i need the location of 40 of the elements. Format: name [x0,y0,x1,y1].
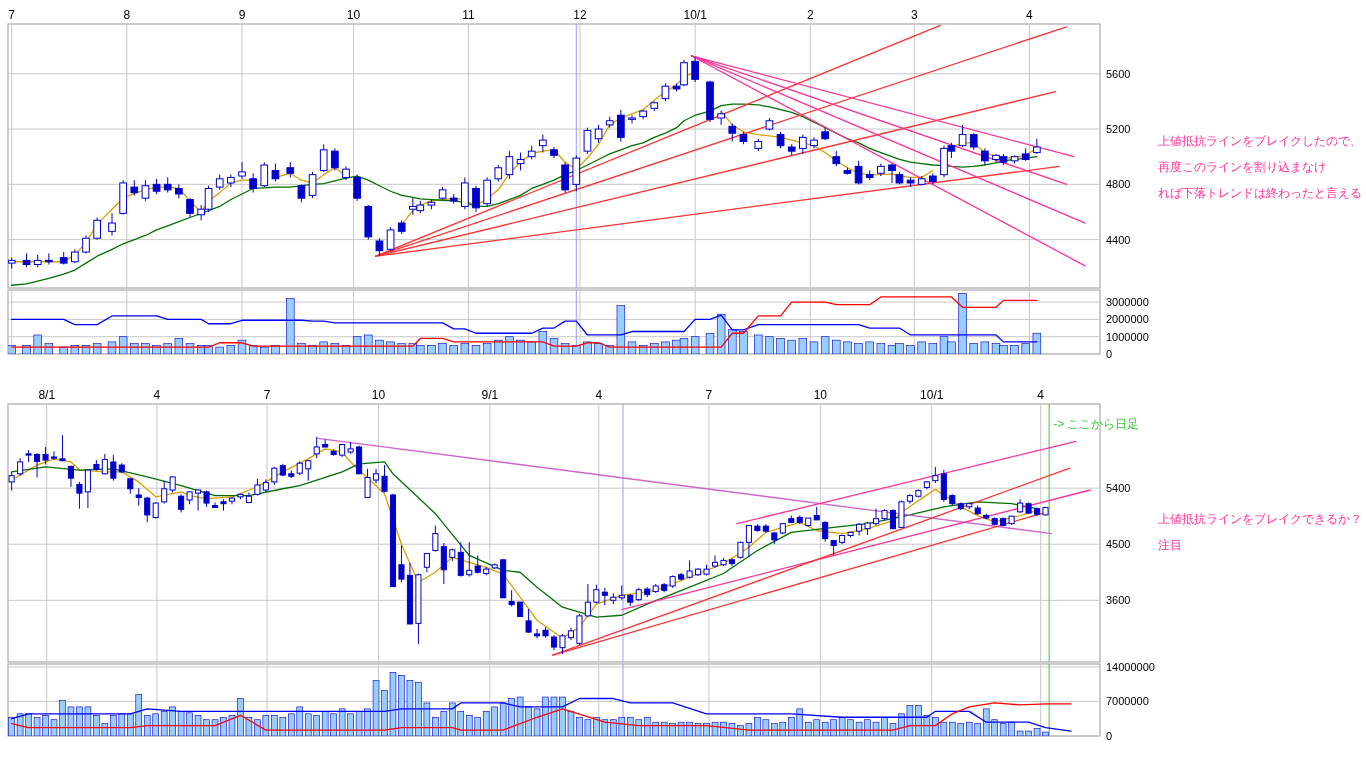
y-tick-label: 1000000 [1106,330,1149,343]
text: 注目 [1158,537,1182,551]
x-tick-label: 4 [595,388,603,402]
x-tick-label: 10 [346,8,361,22]
y-tick-label: 3000000 [1106,296,1149,309]
x-tick-label: 10 [813,388,828,402]
ref-line-label: -> ここから日足 [1053,417,1140,431]
x-tick-label: 10/1 [920,388,944,402]
x-tick-label: 10 [371,388,386,402]
y-tick-label: 0 [1106,348,1113,360]
text: 再度このラインを割り込まなけ [1158,160,1326,175]
x-tick-label: 8 [123,8,131,22]
x-tick-label: 3 [910,8,918,22]
y-tick-label: 4500 [1106,538,1131,551]
x-tick-label: 7 [8,8,16,22]
y-tick-label: 5600 [1106,67,1131,80]
x-tick-label: 4 [1037,388,1045,402]
y-tick-label: 3600 [1106,594,1131,607]
y-tick-label: 4400 [1106,233,1131,246]
text: れば下落トレンドは終わったと言える [1158,186,1362,200]
y-tick-label: 4800 [1106,178,1131,191]
text: 上値抵抗ラインをブレイクできるか？ [1158,511,1362,526]
text: 上値抵抗ラインをブレイクしたので、 [1158,134,1362,148]
y-tick-label: 2000000 [1106,313,1149,326]
x-tick-label: 4 [1026,8,1034,22]
x-tick-label: 7 [705,388,713,402]
x-tick-label: 11 [462,8,476,22]
x-tick-label: 10/1 [683,8,708,22]
x-tick-label: 4 [153,388,161,402]
x-tick-label: 9 [238,8,246,22]
y-tick-label: 5200 [1106,123,1131,136]
y-tick-label: 5400 [1106,482,1131,495]
x-tick-label: 2 [806,8,814,22]
x-tick-label: 12 [573,8,587,22]
y-tick-label: 0 [1106,730,1113,742]
x-tick-label: 8/1 [38,388,56,402]
x-tick-label: 7 [263,388,271,402]
x-tick-label: 9/1 [481,388,499,402]
y-tick-label: 7000000 [1106,695,1149,708]
y-tick-label: 14000000 [1106,660,1155,673]
